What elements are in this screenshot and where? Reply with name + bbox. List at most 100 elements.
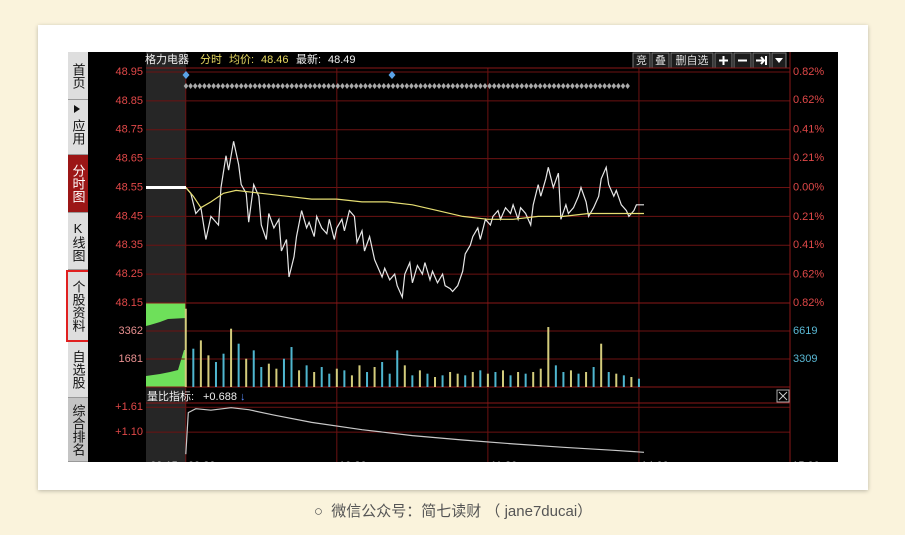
signal-marker (441, 83, 446, 89)
signal-marker (620, 83, 626, 89)
signal-marker (395, 83, 400, 89)
volume-bar (207, 355, 210, 387)
y-tick-label: 48.15 (115, 297, 143, 309)
y-tick-label: +1.61 (115, 401, 143, 413)
close-button[interactable] (776, 389, 790, 403)
x-tick-label: 11:30 (491, 460, 518, 462)
y-tick-label: 48.85 (115, 95, 143, 107)
volume-bar (615, 373, 618, 387)
indicator-title: 量比指标: (147, 389, 194, 403)
signal-marker (482, 83, 488, 89)
volume-bar (350, 375, 353, 387)
x-tick-label: 10:30 (339, 460, 367, 462)
x-tick-label: 09:30 (188, 460, 216, 462)
signal-marker (510, 83, 515, 89)
y-tick-label: 3362 (119, 325, 143, 337)
signal-marker (455, 83, 460, 89)
signal-marker (491, 83, 497, 89)
volume-bar (554, 365, 557, 387)
signal-marker (514, 83, 520, 89)
signal-marker (257, 83, 262, 89)
tab[interactable]: K线图 (68, 213, 88, 270)
signal-marker (330, 83, 336, 89)
signal-marker (303, 83, 308, 89)
signal-marker (229, 83, 235, 89)
tab[interactable]: 自选股 (68, 342, 88, 398)
signal-marker (321, 83, 327, 89)
plus-icon (719, 56, 728, 65)
tab[interactable]: 分时图 (68, 155, 88, 213)
plot: 格力电器 分时 均价: 48.46 最新: 48.49 竞 叠 删自选 09:1… (115, 52, 824, 462)
volume-bar (532, 372, 535, 387)
volume-bar (464, 375, 467, 387)
signal-marker (478, 83, 483, 89)
signal-marker (413, 83, 419, 89)
volume-bar (358, 365, 361, 387)
chart: 格力电器 分时 均价: 48.46 最新: 48.49 竞 叠 删自选 09:1… (88, 52, 838, 462)
y-tick-label: 48.55 (115, 181, 143, 193)
signal-marker (307, 83, 313, 89)
mode: 分时 (200, 53, 222, 66)
signal-marker (422, 83, 428, 89)
volume-bar (396, 350, 399, 387)
tool-label: 竞 (636, 53, 647, 67)
signal-marker (533, 83, 538, 89)
volume-bar (501, 370, 504, 387)
signal-marker (418, 83, 423, 89)
avg-value: 48.46 (261, 54, 289, 66)
signal-marker (202, 83, 207, 89)
signal-marker (344, 83, 350, 89)
volume-bar (313, 372, 316, 387)
tab[interactable]: 综合排名 (68, 398, 88, 462)
signal-marker (376, 83, 382, 89)
signal-marker (537, 83, 543, 89)
volume-bar (585, 372, 588, 387)
volume-bar (449, 372, 452, 387)
tab[interactable]: 首页 (68, 52, 88, 100)
volume-bar (569, 370, 572, 387)
volume-bar (592, 367, 595, 387)
tool-label: 叠 (655, 54, 666, 67)
volume-bar (637, 378, 640, 387)
y2-tick-label: 0.62% (793, 94, 824, 106)
signal-marker (215, 83, 221, 89)
pre-market-volume (146, 303, 186, 326)
volume-bar (509, 375, 512, 387)
y-tick-label: 48.65 (115, 153, 143, 165)
signal-marker (501, 83, 506, 89)
y2-tick-label: 3309 (793, 353, 817, 365)
tab[interactable]: 个股资料 (66, 270, 90, 342)
volume-bar (479, 370, 482, 387)
signal-marker (602, 83, 607, 89)
signal-marker (182, 71, 190, 79)
caption-text: 微信公众号：简七读财 （ jane7ducai） (331, 503, 593, 520)
signal-marker (593, 83, 598, 89)
volume-bar (418, 370, 421, 387)
volume-bar (237, 343, 240, 387)
signal-marker (542, 83, 548, 89)
volume-bar (456, 373, 459, 387)
signal-marker (294, 83, 299, 89)
signal-marker (560, 83, 566, 89)
tab[interactable]: 应用 (68, 100, 88, 155)
caption-bullet: ○ (313, 503, 332, 520)
y-tick-label: 48.35 (115, 239, 143, 251)
volume-bar (298, 370, 301, 387)
volume-bar (411, 375, 414, 387)
signal-marker (547, 83, 552, 89)
signal-marker (468, 83, 474, 89)
signal-marker (238, 83, 244, 89)
signal-marker (211, 83, 216, 89)
signal-marker (367, 83, 373, 89)
signal-marker (583, 83, 589, 89)
signal-marker (317, 83, 322, 89)
volume-bar (434, 377, 437, 387)
signal-marker (606, 83, 612, 89)
volume-bar (275, 368, 278, 387)
volume-bar (517, 372, 520, 387)
signal-marker (335, 83, 341, 89)
x-tick-label: 09:15 (150, 460, 178, 462)
y-tick-label: 48.45 (115, 210, 143, 222)
volume-bar (547, 327, 550, 387)
